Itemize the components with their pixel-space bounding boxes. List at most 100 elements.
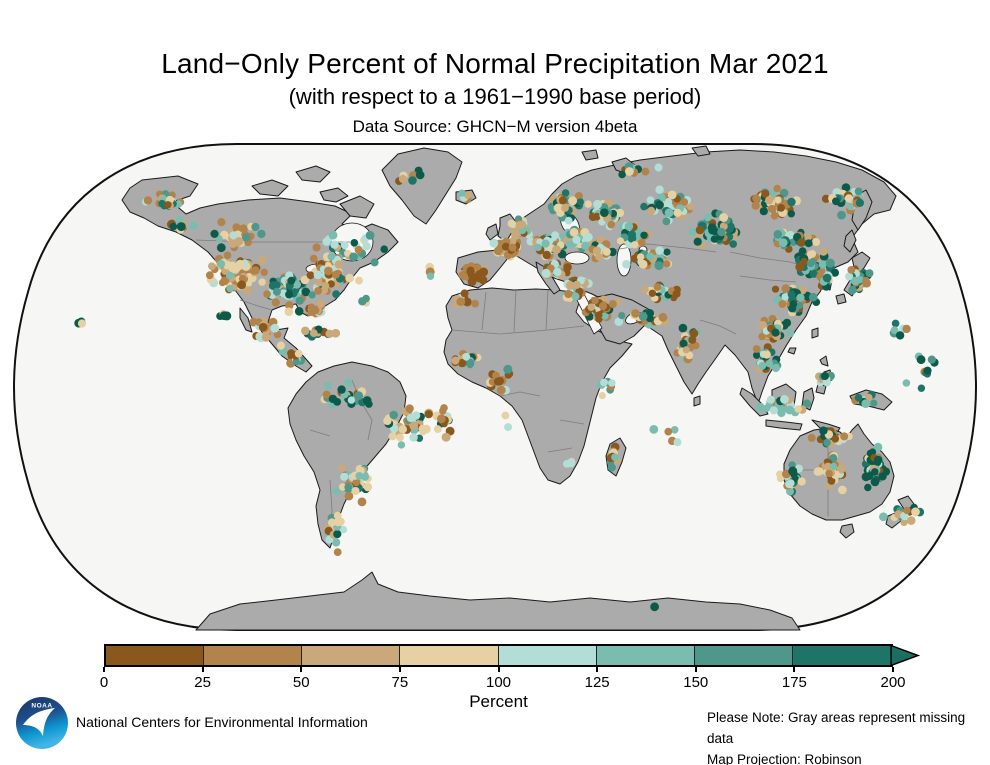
station-dot [845, 272, 854, 281]
station-dot [205, 271, 214, 280]
station-dot [365, 230, 375, 240]
station-dot [593, 212, 601, 221]
station-dot [215, 235, 223, 243]
station-dot [541, 268, 551, 278]
station-dot [300, 275, 310, 285]
missing-data-note: Please Note: Gray areas represent missin… [707, 710, 966, 746]
station-dot [592, 246, 602, 255]
station-dot [263, 290, 271, 298]
station-dot [330, 240, 339, 249]
station-dot [647, 206, 656, 215]
station-dot [832, 197, 840, 206]
station-dot [312, 243, 321, 252]
station-dot [927, 355, 936, 364]
station-dot [788, 304, 797, 313]
legend-tick-mark [596, 667, 599, 672]
station-dot [844, 194, 854, 203]
station-dot [598, 392, 606, 400]
station-dot [396, 433, 404, 442]
station-dot [788, 466, 798, 476]
station-dot [229, 231, 238, 240]
station-dot [285, 301, 294, 310]
projection-note: Map Projection: Robinson [707, 752, 862, 765]
station-dot [848, 285, 857, 295]
station-dot [902, 324, 911, 334]
station-dot [223, 251, 232, 260]
station-dot [276, 341, 285, 350]
station-dot [397, 441, 406, 449]
station-dot [466, 266, 475, 275]
station-dot [710, 235, 719, 243]
station-dot [871, 468, 879, 476]
station-dot [864, 483, 872, 492]
station-dot [576, 198, 585, 206]
station-dot [292, 357, 300, 366]
station-dot [569, 227, 579, 237]
station-dot [808, 292, 818, 302]
station-dot [301, 326, 310, 336]
station-dot [561, 189, 570, 197]
legend-tick-label: 50 [292, 674, 310, 691]
station-dot [664, 208, 674, 218]
station-dot [507, 219, 516, 228]
station-dot [208, 262, 216, 271]
noaa-logo: NOAA [16, 697, 68, 749]
station-dot [771, 285, 780, 293]
legend-tick-mark [103, 667, 105, 672]
station-dot [878, 472, 887, 481]
station-dot [771, 363, 781, 373]
station-dot [890, 326, 899, 335]
station-dot [911, 507, 920, 517]
station-dot [797, 238, 806, 247]
station-dot [471, 299, 479, 308]
station-dot [822, 378, 831, 387]
station-dot [422, 424, 431, 434]
station-dot [323, 382, 332, 390]
station-dot [308, 291, 316, 299]
station-dot [327, 518, 337, 527]
station-dot [284, 307, 294, 317]
station-dot [895, 331, 905, 340]
station-dot [301, 287, 311, 297]
station-dot [355, 472, 364, 480]
station-dot [879, 512, 888, 522]
station-dot [679, 339, 688, 348]
station-dot [823, 438, 831, 447]
station-dot [408, 176, 417, 185]
station-dot [663, 248, 671, 256]
station-dot [77, 319, 87, 328]
station-dot [574, 192, 583, 200]
legend-colorbar [104, 644, 921, 667]
station-dot [891, 319, 900, 328]
station-dot [729, 240, 737, 248]
station-dot [495, 377, 505, 386]
station-dot [169, 222, 178, 231]
station-dot [773, 184, 781, 193]
legend-axis-label: Percent [469, 692, 528, 711]
station-dot [234, 237, 244, 246]
station-dot [641, 285, 649, 294]
station-dot [873, 442, 883, 452]
station-dot [917, 384, 926, 392]
station-dot [251, 222, 260, 232]
station-dot [593, 199, 602, 209]
station-dot [807, 433, 816, 442]
station-dot [542, 250, 551, 260]
station-dot [492, 371, 500, 380]
station-dot [295, 296, 304, 305]
station-dot [765, 196, 774, 205]
station-dot [511, 228, 519, 236]
station-dot [600, 208, 609, 217]
station-dot [260, 268, 268, 276]
station-dot [405, 404, 414, 413]
legend-tick-label: 175 [781, 674, 807, 691]
legend-arrow-shape [891, 644, 921, 667]
station-dot [601, 312, 609, 320]
station-dot [854, 393, 863, 402]
station-dot [458, 358, 467, 368]
station-dot [189, 221, 198, 231]
station-dot [345, 273, 355, 283]
legend-segment [204, 646, 303, 665]
station-dot [796, 293, 805, 302]
station-dot [787, 210, 795, 218]
